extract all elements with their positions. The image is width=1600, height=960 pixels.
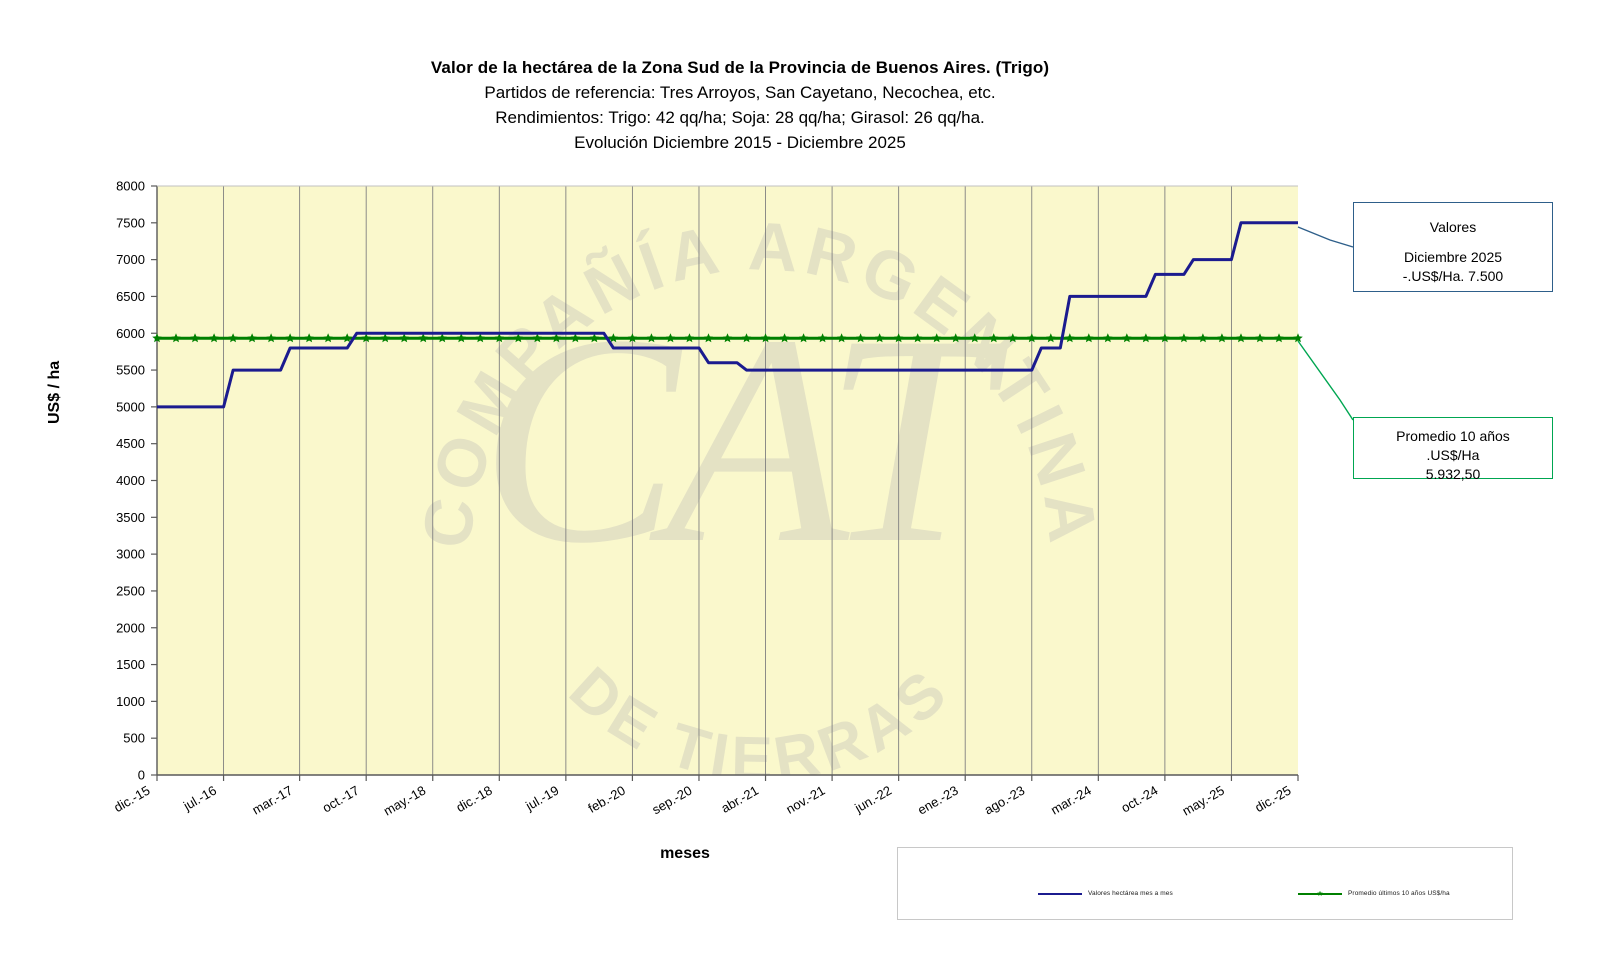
svg-text:oct.-17: oct.-17 — [320, 783, 362, 816]
svg-text:mar.-24: mar.-24 — [1048, 783, 1094, 818]
leader-line-valores — [1297, 226, 1354, 248]
svg-text:7500: 7500 — [116, 215, 145, 230]
callout-valores-title: Valores — [1429, 219, 1477, 235]
subtitle-rendimientos: Rendimientos: Trigo: 42 qq/ha; Soja: 28 … — [495, 108, 985, 127]
svg-text:5500: 5500 — [116, 363, 145, 378]
svg-text:may.-18: may.-18 — [381, 783, 428, 819]
svg-text:1500: 1500 — [116, 657, 145, 672]
svg-text:ago.-23: ago.-23 — [982, 783, 1028, 818]
svg-text:0: 0 — [138, 768, 145, 783]
series-promedio-10-anios — [152, 333, 1303, 343]
chart-legend: Valores hectárea mes a mes Promedio últi… — [897, 847, 1513, 920]
svg-text:jul.-16: jul.-16 — [180, 783, 219, 814]
callout-promedio-line3: 5.932,50 — [1425, 466, 1481, 482]
svg-text:500: 500 — [123, 731, 145, 746]
series-valores-mes-a-mes — [157, 221, 1298, 409]
callout-promedio-line1: Promedio 10 años — [1396, 428, 1510, 444]
subtitle-partidos: Partidos de referencia: Tres Arroyos, Sa… — [484, 83, 996, 102]
callout-promedio: Promedio 10 años .US$/Ha 5.932,50 — [1353, 417, 1553, 482]
svg-text:mar.-17: mar.-17 — [249, 783, 295, 818]
svg-text:2500: 2500 — [116, 583, 145, 598]
svg-text:feb.-20: feb.-20 — [585, 783, 628, 816]
svg-text:8000: 8000 — [116, 179, 145, 194]
svg-text:1000: 1000 — [116, 694, 145, 709]
subtitle-evolucion: Evolución Diciembre 2015 - Diciembre 202… — [574, 133, 906, 152]
svg-text:jun.-22: jun.-22 — [851, 783, 894, 816]
callout-promedio-line2: .US$/Ha — [1426, 447, 1480, 463]
gridlines — [223, 186, 1232, 775]
page-title: Valor de la hectárea de la Zona Sud de l… — [430, 58, 1050, 77]
chart-title-block: Valor de la hectárea de la Zona Sud de l… — [0, 56, 1480, 155]
legend-item-valores: Valores hectárea mes a mes — [1038, 890, 1173, 897]
legend-line-icon-promedio — [1298, 892, 1342, 895]
svg-text:nov.-21: nov.-21 — [783, 783, 827, 817]
svg-text:4500: 4500 — [116, 436, 145, 451]
svg-text:sep.-20: sep.-20 — [649, 783, 694, 818]
svg-text:4000: 4000 — [116, 473, 145, 488]
legend-label-promedio: Promedio últimos 10 años US$/ha — [1348, 890, 1450, 897]
x-axis-ticks: dic.-15 jul.-16 mar.-17 oct.-17 may.-18 dic.-… — [111, 775, 1299, 819]
svg-text:6000: 6000 — [116, 326, 145, 341]
svg-text:jul.-19: jul.-19 — [522, 783, 561, 814]
svg-text:7000: 7000 — [116, 252, 145, 267]
x-axis-title: meses — [660, 845, 710, 862]
svg-text:may.-25: may.-25 — [1180, 783, 1227, 819]
svg-text:dic.-15: dic.-15 — [111, 783, 152, 816]
y-axis-ticks: 0 500 1000 1500 2000 2500 3000 3500 4000 4500 5000… — [116, 179, 157, 783]
svg-text:dic.-25: dic.-25 — [1252, 783, 1293, 816]
svg-text:oct.-24: oct.-24 — [1118, 783, 1160, 816]
svg-text:dic.-18: dic.-18 — [453, 783, 494, 816]
callout-valores-line1: Diciembre 2025 — [1403, 249, 1503, 265]
plot-background — [157, 186, 1298, 775]
svg-text:6500: 6500 — [116, 289, 145, 304]
svg-text:ene.-23: ene.-23 — [915, 783, 961, 818]
leader-line-promedio — [1297, 340, 1354, 421]
svg-text:CAT: CAT — [479, 273, 1011, 605]
legend-item-promedio: Promedio últimos 10 años US$/ha — [1298, 890, 1450, 897]
svg-text:2000: 2000 — [116, 620, 145, 635]
watermark-monogram: CAT — [479, 273, 1025, 605]
svg-text:5000: 5000 — [116, 399, 145, 414]
callout-valores-line2: -.US$/Ha. 7.500 — [1402, 268, 1504, 284]
legend-label-valores: Valores hectárea mes a mes — [1088, 890, 1173, 897]
svg-text:3000: 3000 — [116, 547, 145, 562]
svg-text:3500: 3500 — [116, 510, 145, 525]
legend-line-icon-valores — [1038, 892, 1082, 895]
callout-valores: Valores Diciembre 2025 -.US$/Ha. 7.500 — [1353, 202, 1553, 292]
svg-text:abr.-21: abr.-21 — [718, 783, 761, 816]
